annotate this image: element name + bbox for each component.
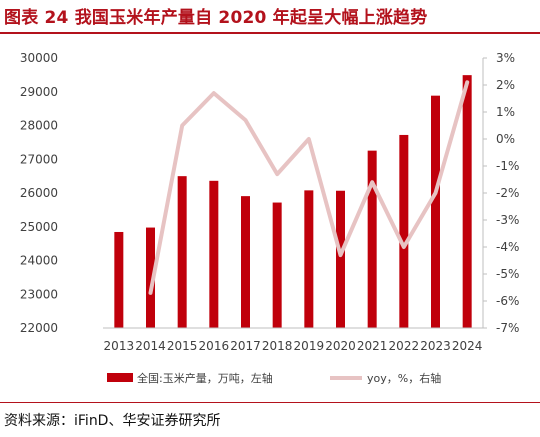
right-tick-label: 3% bbox=[496, 51, 515, 65]
x-axis: 2013 2014 2015 2016 2017 2018 2019 2020 2021 2022… bbox=[103, 327, 483, 353]
x-tick-label: 2016 bbox=[199, 339, 230, 353]
right-axis: -7% -6% -5% -4% -3% -2% -1% 0% 1% 2% 3% bbox=[482, 51, 519, 335]
right-tick-label: -2% bbox=[496, 186, 519, 200]
combo-chart: 22000 23000 24000 25000 26000 27000 28000 29000… bbox=[20, 51, 520, 385]
line-series bbox=[148, 80, 470, 295]
right-tick-label: -4% bbox=[496, 240, 519, 254]
left-tick-label: 29000 bbox=[20, 85, 58, 99]
left-axis: 22000 23000 24000 25000 26000 27000 28000 29000… bbox=[20, 51, 58, 335]
x-tick-label: 2015 bbox=[167, 339, 198, 353]
bar bbox=[177, 176, 187, 328]
right-tick-label: -3% bbox=[496, 213, 519, 227]
right-tick-label: -1% bbox=[496, 159, 519, 173]
left-tick-label: 28000 bbox=[20, 119, 58, 133]
bar-series bbox=[114, 75, 472, 329]
legend-line-label: yoy，%，右轴 bbox=[367, 371, 441, 385]
bar bbox=[336, 190, 345, 328]
x-tick-label: 2019 bbox=[294, 339, 325, 353]
source-note: 资料来源：iFinD、华安证券研究所 bbox=[4, 413, 221, 429]
bar bbox=[399, 134, 409, 328]
left-tick-label: 24000 bbox=[20, 254, 58, 268]
left-tick-label: 27000 bbox=[20, 152, 58, 166]
x-tick-label: 2024 bbox=[452, 339, 483, 353]
left-tick-label: 23000 bbox=[20, 287, 58, 301]
right-tick-label: 2% bbox=[496, 78, 515, 92]
bar bbox=[367, 150, 377, 328]
left-tick-label: 25000 bbox=[20, 220, 58, 234]
x-tick-label: 2022 bbox=[389, 339, 420, 353]
title-underline bbox=[0, 32, 540, 34]
figure-title: 图表 24 我国玉米年产量自 2020 年起呈大幅上涨趋势 bbox=[4, 8, 428, 28]
bar bbox=[431, 95, 440, 328]
legend: 全国:玉米产量，万吨，左轴 yoy，%，右轴 bbox=[107, 371, 441, 385]
left-tick-label: 22000 bbox=[20, 321, 58, 335]
x-tick-label: 2017 bbox=[230, 339, 261, 353]
x-tick-label: 2023 bbox=[420, 339, 451, 353]
bar bbox=[304, 190, 314, 328]
x-tick-label: 2021 bbox=[357, 339, 388, 353]
x-tick-label: 2020 bbox=[325, 339, 356, 353]
x-tick-label: 2014 bbox=[135, 339, 166, 353]
bar bbox=[241, 196, 250, 328]
right-tick-label: 0% bbox=[496, 132, 515, 146]
left-tick-label: 26000 bbox=[20, 186, 58, 200]
legend-bar-swatch bbox=[107, 373, 133, 382]
bar bbox=[462, 75, 472, 329]
bar bbox=[272, 202, 282, 328]
right-tick-label: 1% bbox=[496, 105, 515, 119]
x-tick-label: 2013 bbox=[104, 339, 135, 353]
right-tick-label: -6% bbox=[496, 294, 519, 308]
bar bbox=[114, 231, 124, 328]
bar bbox=[146, 227, 155, 328]
left-tick-label: 30000 bbox=[20, 51, 58, 65]
x-tick-label: 2018 bbox=[262, 339, 293, 353]
right-tick-label: -5% bbox=[496, 267, 519, 281]
bar bbox=[209, 180, 219, 328]
legend-bar-label: 全国:玉米产量，万吨，左轴 bbox=[137, 371, 273, 385]
source-divider bbox=[0, 402, 540, 403]
right-tick-label: -7% bbox=[496, 321, 519, 335]
